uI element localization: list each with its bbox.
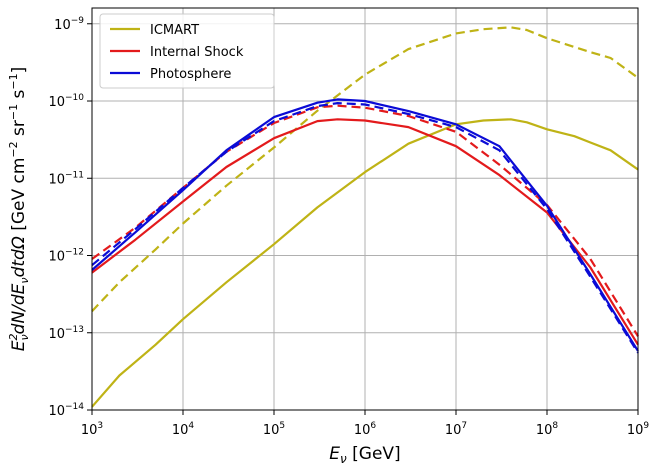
y-label-e-sub: ν (18, 334, 31, 340)
y-tick-base-4: 10 (48, 95, 65, 110)
legend-box (99, 13, 275, 89)
x-tick-exp-4: 7 (461, 421, 467, 431)
x-tick-base-2: 10 (263, 423, 280, 438)
y-tick-exp-2: −12 (65, 248, 84, 258)
y-label-units-a: [GeV cm (9, 158, 29, 237)
x-label-base: E (329, 444, 340, 464)
x-tick-base-4: 10 (445, 423, 462, 438)
x-tick-exp-2: 5 (279, 421, 285, 431)
y-tick-base-5: 10 (54, 18, 71, 33)
x-tick-base-3: 10 (354, 423, 371, 438)
y-tick-exp-4: −10 (65, 93, 84, 103)
x-tick-label-0: 103 (81, 421, 103, 438)
x-label-rest: [GeV] (347, 444, 401, 464)
y-label-e-sup: 2 (7, 334, 20, 341)
x-axis-label: Eν [GeV] (329, 444, 400, 466)
grid (91, 8, 639, 411)
y-tick-exp-1: −13 (65, 325, 84, 335)
y-label-dn: dN/dE (9, 283, 29, 334)
y-tick-label-0: 10−14 (48, 402, 84, 419)
x-tick-exp-3: 6 (370, 421, 376, 431)
x-tick-exp-0: 3 (97, 421, 103, 431)
series-line-4 (91, 98, 639, 352)
series-line-3 (91, 104, 639, 337)
x-tick-label-1: 104 (172, 421, 195, 438)
y-label-e: E (9, 340, 29, 351)
x-tick-label-2: 105 (263, 421, 285, 438)
series-layer (91, 26, 639, 408)
series-line-2 (91, 118, 639, 346)
x-tick-exp-5: 8 (552, 421, 558, 431)
y-tick-label-2: 10−12 (48, 248, 84, 265)
series-line-0 (91, 118, 639, 408)
legend-label-0: ICMART (150, 23, 199, 38)
y-tick-base-1: 10 (48, 327, 65, 342)
x-tick-base-5: 10 (536, 423, 553, 438)
legend-label-1: Internal Shock (150, 45, 244, 60)
y-tick-exp-0: −14 (65, 402, 84, 412)
y-label-dt: dtdΩ (9, 236, 29, 277)
y-tick-label-3: 10−11 (48, 170, 84, 187)
x-tick-base-0: 10 (81, 423, 98, 438)
x-tick-base-1: 10 (172, 423, 189, 438)
y-tick-exp-3: −11 (65, 170, 84, 180)
y-tick-exp-5: −9 (71, 16, 85, 26)
x-label-sub: ν (340, 452, 347, 466)
y-label-units-d: ] (9, 67, 29, 74)
y-tick-label-4: 10−10 (48, 93, 84, 110)
y-label-units-b-sup: −1 (7, 104, 20, 120)
y-axis-label: E2νdN/dEνdtdΩ [GeV cm−2 sr−1 s−1] (7, 67, 31, 352)
series-line-1 (91, 26, 639, 312)
x-tick-label-5: 108 (536, 421, 559, 438)
y-tick-base-2: 10 (48, 250, 65, 265)
y-label-units-c: s (9, 89, 29, 103)
series-line-5 (91, 102, 639, 354)
y-tick-base-3: 10 (48, 172, 65, 187)
x-tick-label-6: 109 (627, 421, 650, 438)
x-tick-exp-6: 9 (643, 421, 649, 431)
ticks: 103 104 105 106 107 108 10910−1410−1310−1210−1… (48, 16, 649, 438)
x-tick-label-4: 107 (445, 421, 467, 438)
x-tick-exp-1: 4 (188, 421, 194, 431)
y-label-dn-sub: ν (18, 277, 31, 283)
legend: ICMART Internal Shock Photosphere (99, 13, 275, 89)
x-tick-label-3: 106 (354, 421, 377, 438)
y-label-units-a-sup: −2 (7, 141, 20, 157)
y-label-units-b: sr (9, 120, 29, 141)
legend-label-2: Photosphere (150, 67, 231, 82)
x-tick-base-6: 10 (627, 423, 644, 438)
y-tick-label-1: 10−13 (48, 325, 84, 342)
y-label-units-c-sup: −1 (7, 73, 20, 89)
y-tick-label-5: 10−9 (54, 16, 84, 33)
y-tick-base-0: 10 (48, 404, 65, 419)
